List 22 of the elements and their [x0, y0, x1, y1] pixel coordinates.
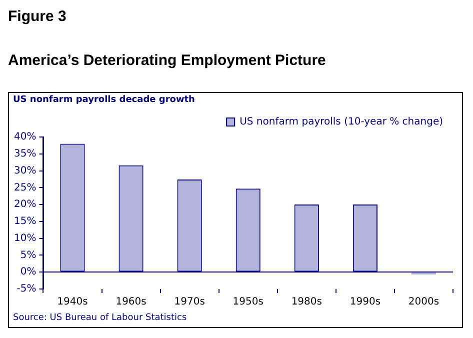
y-axis-title: US nonfarm payrolls decade growth	[13, 95, 195, 105]
x-tick-label: 1970s	[174, 296, 205, 308]
y-tick-label: 35%	[14, 148, 36, 160]
x-tick-label: 1980s	[291, 296, 322, 308]
y-tick-label: 15%	[14, 216, 36, 228]
x-tick-label: 1990s	[350, 296, 381, 308]
x-tick-label: 1960s	[116, 296, 146, 308]
y-tick-label: 20%	[14, 199, 36, 210]
y-tick-label: 40%	[14, 132, 36, 143]
y-tick-label: 5%	[20, 250, 36, 261]
legend-label: US nonfarm payrolls (10-year % change)	[240, 116, 444, 128]
x-tick-label: 1950s	[232, 296, 264, 308]
chart-title: Figure 3	[8, 8, 66, 25]
chart-subtitle: America’s Deteriorating Employment Picture	[8, 52, 326, 69]
y-tick-label: 10%	[14, 232, 36, 244]
source-note: Source: US Bureau of Labour Statistics	[13, 313, 187, 323]
y-tick-label: 30%	[14, 165, 36, 176]
y-tick-label: -5%	[16, 284, 36, 295]
y-tick-label: 25%	[14, 182, 36, 194]
y-tick-label: 0%	[20, 266, 36, 278]
x-tick-label: 2000s	[408, 296, 440, 308]
x-tick-label: 1940s	[57, 296, 88, 308]
